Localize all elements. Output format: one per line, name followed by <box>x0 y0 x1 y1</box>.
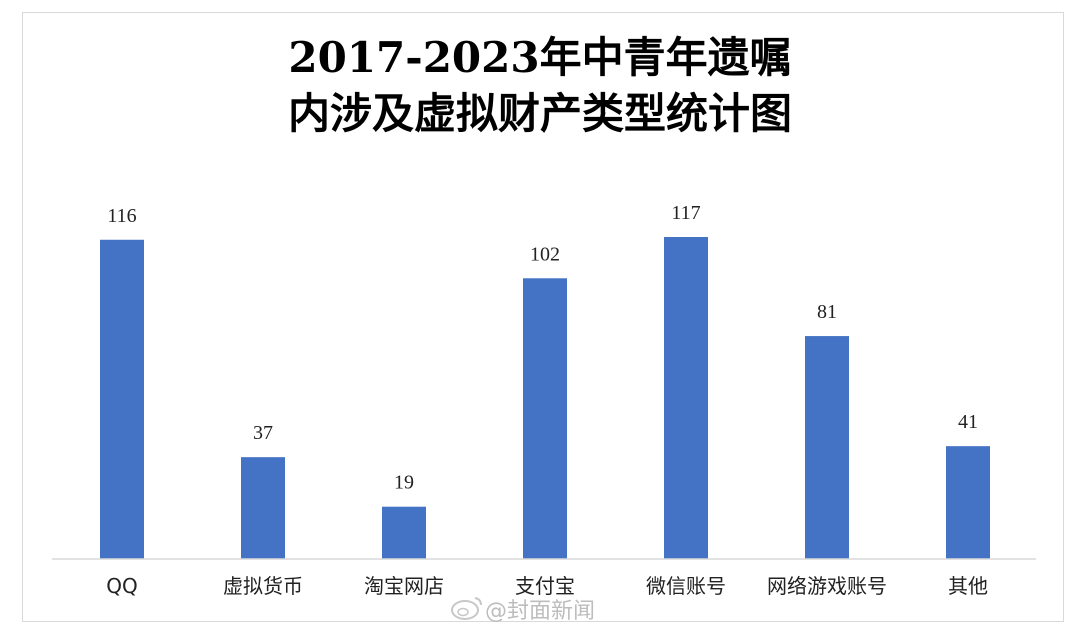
data-label-0: 116 <box>107 205 136 227</box>
chart-title: 2017-2023年中青年遗嘱 <box>288 33 791 82</box>
data-label-1: 37 <box>253 422 273 444</box>
category-label-1: 虚拟货币 <box>223 574 303 598</box>
data-label-4: 117 <box>671 202 700 224</box>
category-label-3: 支付宝 <box>515 574 575 598</box>
watermark-text: @封面新闻 <box>485 599 595 624</box>
bar-5 <box>805 336 849 559</box>
category-label-4: 微信账号 <box>646 574 726 598</box>
data-label-3: 102 <box>530 243 560 265</box>
bar-1 <box>241 457 285 559</box>
weibo-icon <box>451 597 482 620</box>
data-label-5: 81 <box>817 301 837 323</box>
bar-6 <box>946 446 990 559</box>
data-label-2: 19 <box>394 472 414 494</box>
bar-4 <box>664 237 708 559</box>
bar-2 <box>382 506 426 559</box>
category-label-5: 网络游戏账号 <box>767 574 887 598</box>
category-label-0: QQ <box>106 574 137 598</box>
chart-subtitle: 内涉及虚拟财产类型统计图 <box>288 89 792 138</box>
bar-3 <box>523 278 567 559</box>
category-label-2: 淘宝网店 <box>364 574 444 598</box>
category-label-6: 其他 <box>948 574 988 598</box>
data-label-6: 41 <box>958 411 978 433</box>
bar-0 <box>100 239 144 559</box>
